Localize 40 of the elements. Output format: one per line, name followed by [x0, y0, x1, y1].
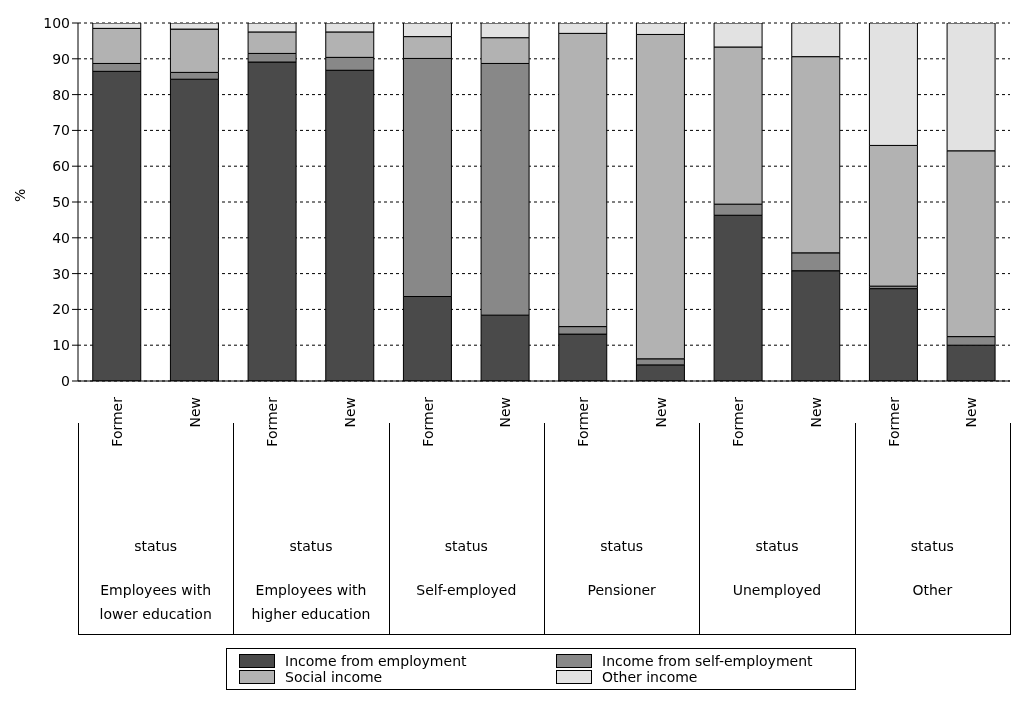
- legend-label: Social income: [285, 669, 383, 685]
- text: Pensioner: [586, 581, 657, 600]
- y-tick-label: 100: [43, 14, 70, 31]
- y-axis-title: %: [11, 188, 28, 202]
- text: status: [443, 538, 489, 554]
- x-tick-label: Former: [574, 396, 591, 447]
- y-tick-label: 90: [52, 50, 70, 67]
- y-tick-label: 20: [52, 301, 70, 318]
- x-tick-label: Former: [419, 396, 436, 447]
- y-tick-label: 10: [52, 337, 70, 354]
- text: Unemployed: [731, 581, 823, 600]
- y-tick-label: 0: [61, 372, 70, 389]
- x-tick-label: New: [807, 397, 824, 428]
- x-tick-label: Former: [264, 396, 281, 447]
- text: status: [133, 538, 179, 554]
- x-tick-label: New: [186, 397, 203, 428]
- text: status: [754, 538, 800, 554]
- text: Employees with higher education: [250, 581, 372, 624]
- text: status: [288, 538, 334, 554]
- x-tick-label: New: [497, 397, 514, 428]
- text: Self-employed: [415, 581, 518, 600]
- legend-label: Income from self-employment: [602, 653, 813, 669]
- y-tick-label: 80: [52, 86, 70, 103]
- x-tick-label: Former: [108, 396, 125, 447]
- y-tick-label: 70: [52, 122, 70, 139]
- text: status: [909, 538, 955, 554]
- x-tick-label: New: [652, 397, 669, 428]
- x-tick-label: New: [341, 397, 358, 428]
- x-tick-label: New: [963, 397, 980, 428]
- y-tick-label: 40: [52, 229, 70, 246]
- text: Other: [911, 581, 954, 600]
- text: status: [599, 538, 645, 554]
- x-tick-label: Former: [730, 396, 747, 447]
- y-tick-label: 60: [52, 158, 70, 175]
- y-tick-label: 30: [52, 265, 70, 282]
- legend-label: Other income: [602, 669, 698, 685]
- y-tick-label: 50: [52, 193, 70, 210]
- legend-label: Income from employment: [285, 653, 467, 669]
- text: Employees with lower education: [98, 581, 213, 624]
- x-tick-label: Former: [885, 396, 902, 447]
